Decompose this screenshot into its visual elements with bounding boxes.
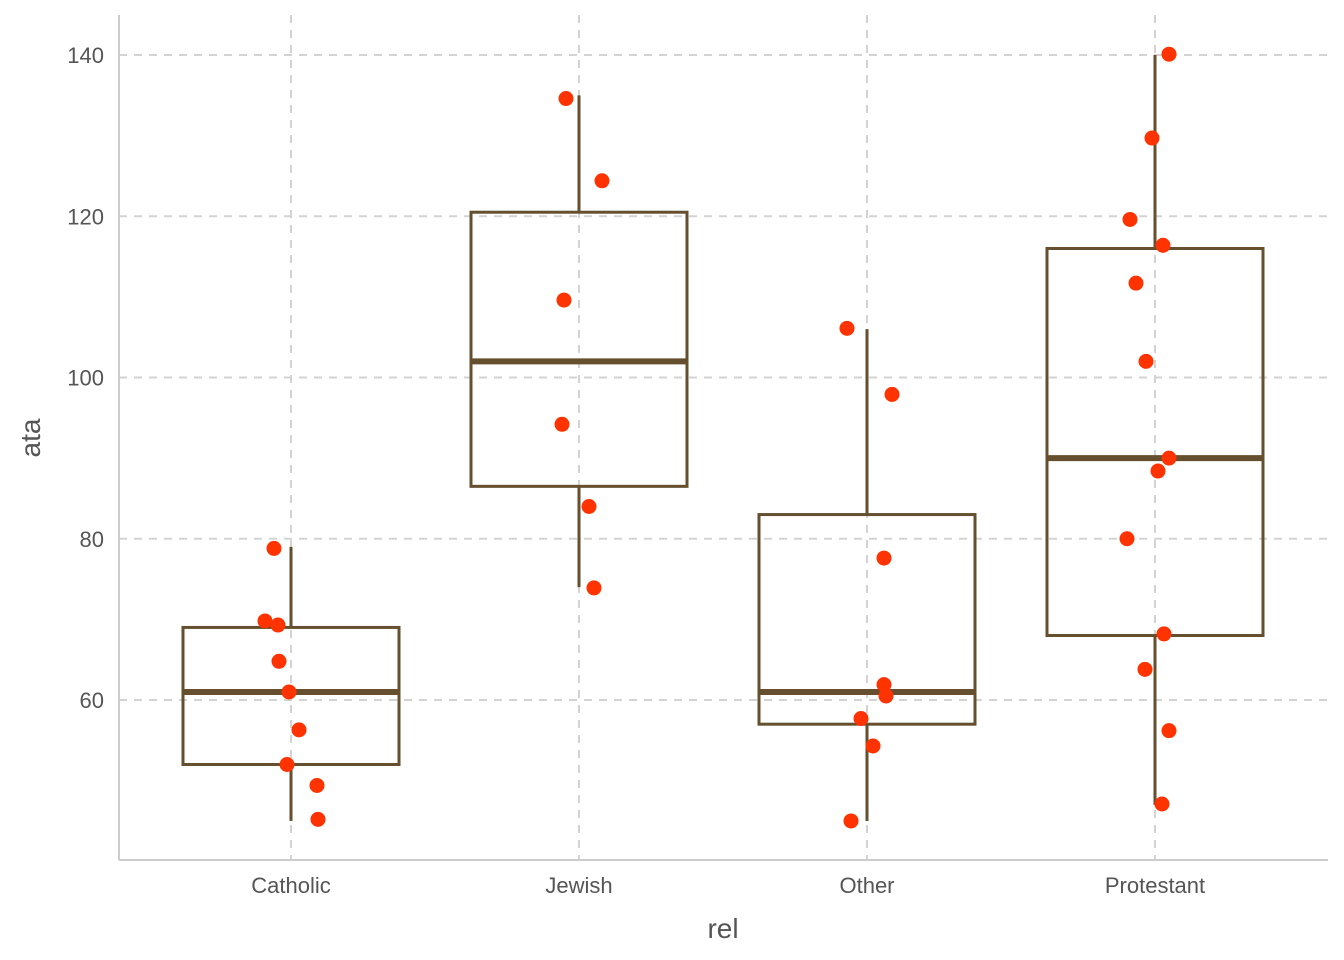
data-point	[1161, 723, 1177, 739]
data-point	[1137, 661, 1153, 677]
y-axis-title: ata	[15, 418, 46, 457]
data-point	[1122, 211, 1138, 227]
data-point	[291, 722, 307, 738]
x-tick-label: Jewish	[545, 873, 612, 898]
data-point	[878, 688, 894, 704]
data-point	[309, 777, 325, 793]
data-point	[1154, 796, 1170, 812]
data-point	[1144, 130, 1160, 146]
data-point	[839, 320, 855, 336]
data-point	[876, 677, 892, 693]
data-point	[1161, 46, 1177, 62]
data-point	[1161, 450, 1177, 466]
y-tick-label: 60	[80, 688, 104, 713]
data-point	[1119, 531, 1135, 547]
tick-labels: 60 80 100 120 140 Catholic Jewish Other Protesta…	[67, 43, 1205, 898]
x-tick-label: Other	[839, 873, 894, 898]
data-point	[586, 580, 602, 596]
data-point	[1156, 626, 1172, 642]
data-point	[558, 91, 574, 107]
data-point	[1128, 275, 1144, 291]
data-point	[1150, 463, 1166, 479]
data-point	[271, 653, 287, 669]
data-point	[853, 711, 869, 727]
data-point	[281, 684, 297, 700]
data-points	[257, 46, 1177, 829]
data-point	[1155, 237, 1171, 253]
data-point	[279, 757, 295, 772]
data-point	[876, 550, 892, 566]
y-tick-label: 140	[67, 43, 104, 68]
data-point	[554, 416, 570, 432]
box-iqr	[1045, 247, 1265, 637]
y-tick-label: 80	[80, 527, 104, 552]
data-point	[1138, 353, 1154, 369]
boxes	[181, 55, 1265, 821]
y-tick-label: 100	[67, 366, 104, 391]
x-tick-label: Protestant	[1105, 873, 1205, 898]
grid-lines	[119, 15, 1328, 860]
data-point	[843, 813, 859, 829]
data-point	[266, 540, 282, 556]
data-point	[310, 811, 326, 827]
data-point	[884, 386, 900, 402]
box-iqr	[469, 210, 689, 488]
x-tick-label: Catholic	[251, 873, 330, 898]
axes	[118, 15, 1328, 861]
data-point	[581, 499, 597, 514]
data-point	[257, 613, 273, 629]
data-point	[556, 292, 572, 308]
data-point	[865, 738, 881, 754]
data-point	[594, 173, 610, 189]
data-point	[270, 617, 286, 633]
y-tick-label: 120	[67, 204, 104, 229]
box-iqr	[757, 513, 977, 726]
x-axis-title: rel	[707, 913, 738, 944]
